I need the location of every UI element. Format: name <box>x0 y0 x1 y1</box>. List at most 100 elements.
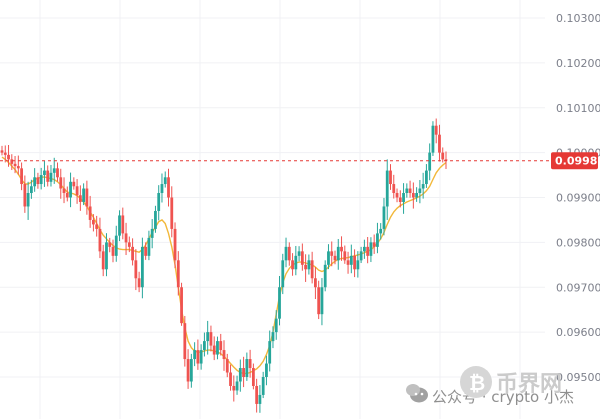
candle-body <box>62 188 66 194</box>
candle-body <box>82 188 86 202</box>
candle-body <box>199 350 203 364</box>
candle-body <box>72 181 76 187</box>
candle-body <box>124 233 128 243</box>
candle-body <box>43 170 46 176</box>
candle-body <box>382 206 386 229</box>
candle-body <box>46 170 50 182</box>
candle-body <box>346 260 350 265</box>
candle-body <box>421 184 425 189</box>
candle-body <box>359 251 363 261</box>
candle-body <box>431 125 435 153</box>
candle-body <box>278 287 281 319</box>
candle-body <box>52 168 56 173</box>
candle-body <box>356 260 360 270</box>
candle-body <box>300 251 304 265</box>
candle-body <box>0 150 4 153</box>
watermark-brand: 币界网 <box>496 372 562 397</box>
candles-layer <box>0 118 448 413</box>
grid-lines <box>0 0 545 419</box>
candle-body <box>118 215 121 236</box>
candle-body <box>69 181 72 198</box>
candle-body <box>343 251 347 261</box>
candle-body <box>258 394 262 404</box>
candle-body <box>216 341 219 355</box>
candle-body <box>167 177 170 198</box>
candle-body <box>297 251 301 256</box>
candle-body <box>314 278 317 288</box>
candle-body <box>101 251 105 270</box>
candle-body <box>310 260 314 279</box>
candle-body <box>193 350 197 360</box>
candle-body <box>10 159 14 164</box>
candle-body <box>408 188 412 194</box>
candle-body <box>304 264 308 270</box>
candle-body <box>398 197 402 202</box>
candle-body <box>402 193 405 202</box>
candle-body <box>369 242 373 256</box>
candle-body <box>150 228 154 238</box>
candle-body <box>173 228 177 261</box>
candle-body <box>160 184 164 194</box>
candle-body <box>376 233 379 247</box>
svg-text:₿: ₿ <box>469 371 485 395</box>
y-axis[interactable]: 0.103000.102000.101000.100000.099000.098… <box>556 12 600 384</box>
candle-body <box>95 224 99 229</box>
candle-body <box>65 193 69 198</box>
y-tick-label: 0.09500 <box>556 371 600 384</box>
candle-body <box>137 278 141 288</box>
candle-body <box>294 255 298 270</box>
candle-body <box>317 287 321 315</box>
candle-body <box>56 168 59 178</box>
candle-body <box>362 246 366 252</box>
candle-body <box>59 177 63 189</box>
candle-body <box>78 195 82 202</box>
candle-body <box>186 359 190 382</box>
y-tick-label: 0.10300 <box>556 12 600 25</box>
candle-body <box>242 368 245 377</box>
candle-body <box>157 193 161 211</box>
candle-body <box>340 246 343 252</box>
candle-body <box>222 350 226 360</box>
candle-body <box>39 175 43 185</box>
candle-body <box>36 177 40 185</box>
candle-body <box>98 228 102 252</box>
watermark: 公众号 · crypto 小杰 ₿ 币界网 <box>406 366 574 406</box>
candle-body <box>441 152 445 160</box>
y-tick-label: 0.10100 <box>556 102 600 115</box>
candle-body <box>379 228 383 234</box>
candle-body <box>127 242 131 247</box>
candle-body <box>336 246 340 261</box>
candle-body <box>20 168 23 185</box>
candle-body <box>323 264 327 288</box>
y-tick-label: 0.09700 <box>556 281 600 294</box>
candle-body <box>219 341 223 351</box>
candle-body <box>333 255 337 261</box>
candle-body <box>307 260 311 270</box>
candle-body <box>170 197 174 229</box>
candle-body <box>418 188 422 194</box>
candle-body <box>255 385 259 404</box>
candle-body <box>75 186 79 196</box>
candle-body <box>405 188 409 194</box>
candle-body <box>271 332 275 342</box>
candle-body <box>425 170 428 185</box>
candle-body <box>33 177 37 187</box>
brand-logo: ₿ <box>460 366 492 398</box>
candle-body <box>147 237 151 256</box>
candle-body <box>131 246 134 261</box>
candle-body <box>134 260 138 279</box>
candle-body <box>49 172 53 182</box>
candle-body <box>13 163 17 167</box>
candle-body <box>320 287 324 315</box>
candle-body <box>268 341 272 364</box>
y-tick-label: 0.09600 <box>556 326 600 339</box>
candle-body <box>281 260 285 288</box>
y-tick-label: 0.09800 <box>556 236 600 249</box>
candle-body <box>85 188 89 207</box>
candle-body <box>121 215 125 234</box>
candle-body <box>330 251 334 256</box>
candle-body <box>291 260 294 270</box>
candle-body <box>444 159 448 161</box>
candle-body <box>3 152 7 155</box>
